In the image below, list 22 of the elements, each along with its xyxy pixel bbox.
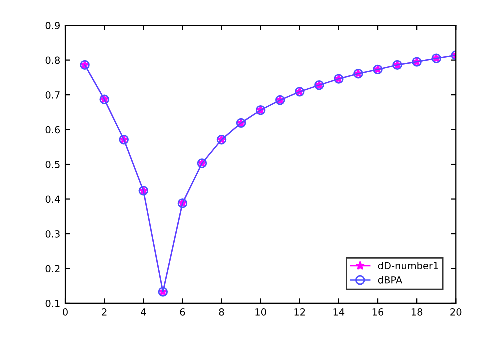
- x-tick-label: 2: [102, 308, 107, 316]
- x-tick-label: 14: [334, 308, 345, 316]
- x-tick-label: 20: [450, 308, 462, 316]
- legend-label: dD-number1: [378, 262, 438, 270]
- x-tick-label: 12: [294, 308, 306, 316]
- x-tick-label: 8: [219, 308, 224, 316]
- y-tick-label: 0.5: [46, 161, 60, 168]
- y-tick-label: 0.3: [46, 230, 60, 238]
- y-tick-label: 0.1: [46, 300, 60, 308]
- y-tick-label: 0.4: [46, 196, 60, 204]
- x-tick-label: 0: [63, 308, 68, 316]
- y-tick-label: 0.9: [46, 22, 60, 30]
- x-tick-label: 6: [180, 308, 186, 316]
- x-tick-label: 16: [372, 308, 384, 316]
- x-tick-label: 18: [412, 308, 423, 316]
- legend-label: dBPA: [378, 276, 403, 284]
- x-tick-label: 10: [256, 308, 266, 316]
- y-tick-label: 0.2: [46, 265, 60, 273]
- y-tick-label: 0.7: [46, 92, 60, 99]
- y-tick-label: 0.6: [46, 126, 60, 134]
- y-tick-label: 0.8: [46, 56, 60, 64]
- x-tick-label: 4: [141, 308, 146, 316]
